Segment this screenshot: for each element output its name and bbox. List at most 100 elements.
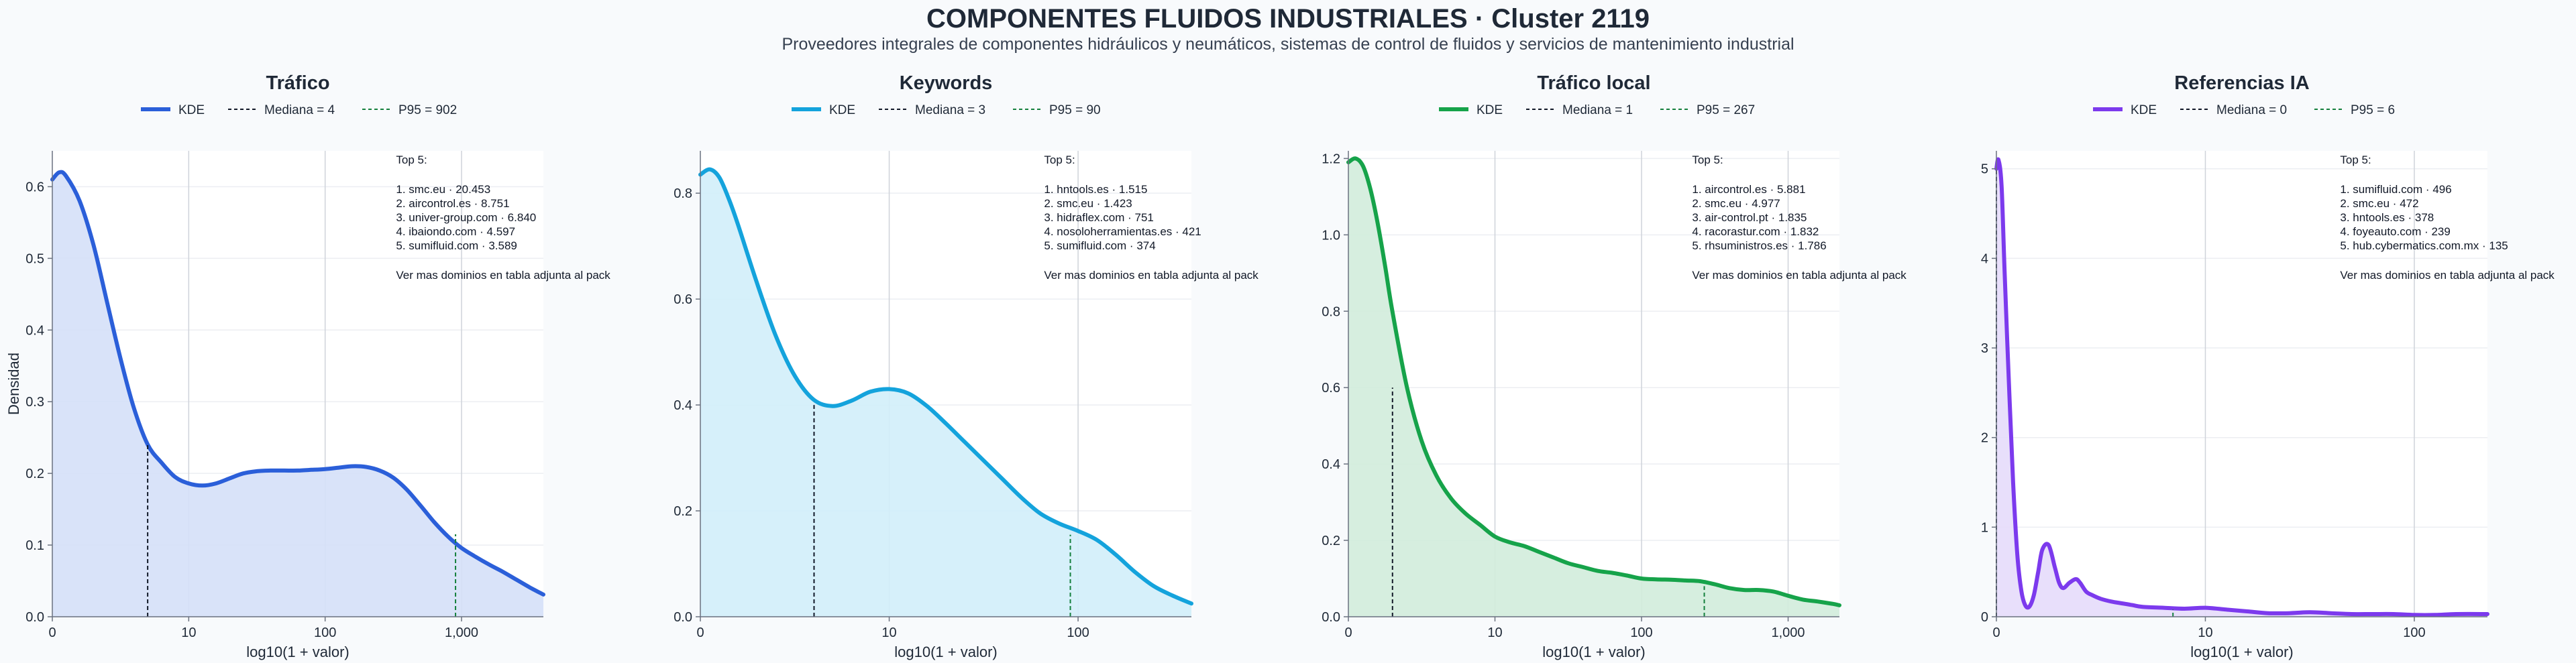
y-tick-label: 0.2 [25,467,44,481]
legend-kde-label: KDE [1477,103,1503,117]
x-tick-label: 10 [1487,625,1502,640]
legend-kde-label: KDE [2131,103,2157,117]
panel-title: Keywords [900,72,993,94]
legend-median-label: Mediana = 4 [264,103,335,117]
y-tick-label: 1.0 [1322,228,1340,243]
y-tick-label: 3 [1981,341,1988,356]
y-tick-label: 0.2 [674,504,692,519]
top5-item: 4. ibaiondo.com · 4.597 [396,225,515,238]
panel-title: Tráfico [266,72,329,94]
top5-item: 4. nosoloherramientas.es · 421 [1044,225,1201,238]
top5-item: 4. racorastur.com · 1.832 [1692,225,1819,238]
top5-item: 5. hub.cybermatics.com.mx · 135 [2340,239,2508,252]
top5-item: 3. hidraflex.com · 751 [1044,211,1153,224]
y-tick-label: 0.2 [1322,534,1340,548]
y-tick-label: 4 [1981,251,1988,266]
x-tick-label: 100 [1067,625,1089,640]
top5-item: 2. smc.eu · 4.977 [1692,197,1780,210]
y-tick-label: 0.3 [25,395,44,410]
y-tick-label: 0.8 [674,186,692,201]
y-tick-label: 0.0 [25,610,44,625]
legend-p95-label: P95 = 6 [2351,103,2395,117]
top5-note: Ver mas dominios en tabla adjunta al pac… [1692,269,1907,282]
y-tick-label: 0.4 [1322,457,1340,472]
y-tick-label: 0.4 [25,323,44,338]
y-tick-label: 0.6 [1322,381,1340,396]
kde-area [52,172,543,617]
x-tick-label: 0 [48,625,56,640]
kde-line [698,167,1193,606]
y-tick-label: 0.0 [1322,610,1340,625]
top5-note: Ver mas dominios en tabla adjunta al pac… [396,269,610,282]
x-tick-label: 1,000 [1771,625,1805,640]
kde-line [1994,157,2489,617]
top5-item: 5. sumifluid.com · 374 [1044,239,1155,252]
top5-item: 2. smc.eu · 1.423 [1044,197,1132,210]
kde-area [1996,159,2487,617]
top5-heading: Top 5: [396,154,427,166]
chart-panel-1: 0.0 0.1 0.2 0.3 0.4 0.5 0.6 0 10 100 1,000 log10(1 … [5,72,610,660]
plot-area [1996,151,2487,617]
y-tick-label: 5 [1981,162,1988,177]
x-tick-label: 0 [696,625,704,640]
top5-item: 3. univer-group.com · 6.840 [396,211,536,224]
legend-median-label: Mediana = 1 [1562,103,1633,117]
x-tick-label: 100 [1630,625,1652,640]
y-tick-label: 1 [1981,520,1988,535]
y-tick-label: 0.5 [25,251,44,266]
chart-panel-2: 0.0 0.2 0.4 0.6 0.8 0 10 100 log10(1 + valor) Key… [674,72,1258,660]
legend-median-label: Mediana = 0 [2216,103,2287,117]
kde-area [1348,158,1839,617]
top5-item: 2. smc.eu · 472 [2340,197,2418,210]
panel-title: Referencias IA [2174,72,2310,94]
x-axis-label: log10(1 + valor) [2190,644,2293,660]
legend-p95-label: P95 = 267 [1697,103,1755,117]
y-tick-label: 0.4 [674,398,692,413]
figure-subtitle: Proveedores integrales de componentes hi… [782,35,1794,54]
y-tick-label: 0.0 [674,610,692,625]
x-axis-label: log10(1 + valor) [1542,644,1645,660]
legend-p95-label: P95 = 90 [1049,103,1101,117]
x-tick-label: 100 [2403,625,2425,640]
y-tick-label: 1.2 [1322,152,1340,166]
panel-title: Tráfico local [1537,72,1650,94]
x-axis-label: log10(1 + valor) [246,644,349,660]
top5-note: Ver mas dominios en tabla adjunta al pac… [2340,269,2555,282]
top5-item: 2. aircontrol.es · 8.751 [396,197,509,210]
top5-item: 1. sumifluid.com · 496 [2340,183,2451,196]
top5-item: 1. smc.eu · 20.453 [396,183,490,196]
x-tick-label: 10 [881,625,896,640]
legend-kde-label: KDE [178,103,205,117]
y-tick-label: 0.1 [25,538,44,553]
kde-area [700,169,1191,617]
top5-heading: Top 5: [1692,154,1723,166]
x-tick-label: 10 [2198,625,2212,640]
chart-panel-3: 0.0 0.2 0.4 0.6 0.8 1.0 1.2 0 10 100 1,000 log10(1 … [1322,72,1907,660]
legend-median-label: Mediana = 3 [915,103,985,117]
kde-line [1346,156,1841,607]
top5-item: 3. air-control.pt · 1.835 [1692,211,1807,224]
y-tick-label: 2 [1981,431,1988,446]
figure-title: COMPONENTES FLUIDOS INDUSTRIALES · Clust… [926,4,1650,34]
top5-item: 1. aircontrol.es · 5.881 [1692,183,1805,196]
top5-item: 5. sumifluid.com · 3.589 [396,239,517,252]
top5-item: 4. foyeauto.com · 239 [2340,225,2450,238]
y-tick-label: 0.8 [1322,304,1340,319]
top5-heading: Top 5: [2340,154,2371,166]
y-tick-label: 0.6 [25,180,44,194]
y-axis-label: Densidad [5,353,22,415]
y-tick-label: 0 [1981,610,1988,625]
x-tick-label: 100 [314,625,336,640]
y-tick-label: 0.6 [674,292,692,307]
x-tick-label: 10 [181,625,196,640]
x-tick-label: 0 [1992,625,2000,640]
legend-kde-label: KDE [829,103,855,117]
x-tick-label: 0 [1344,625,1352,640]
chart-panel-4: 0 1 2 3 4 5 0 10 100 log10(1 + valor) Referencias … [1981,72,2555,660]
kde-line [50,170,545,597]
top5-item: 1. hntools.es · 1.515 [1044,183,1147,196]
x-axis-label: log10(1 + valor) [894,644,997,660]
top5-item: 3. hntools.es · 378 [2340,211,2434,224]
